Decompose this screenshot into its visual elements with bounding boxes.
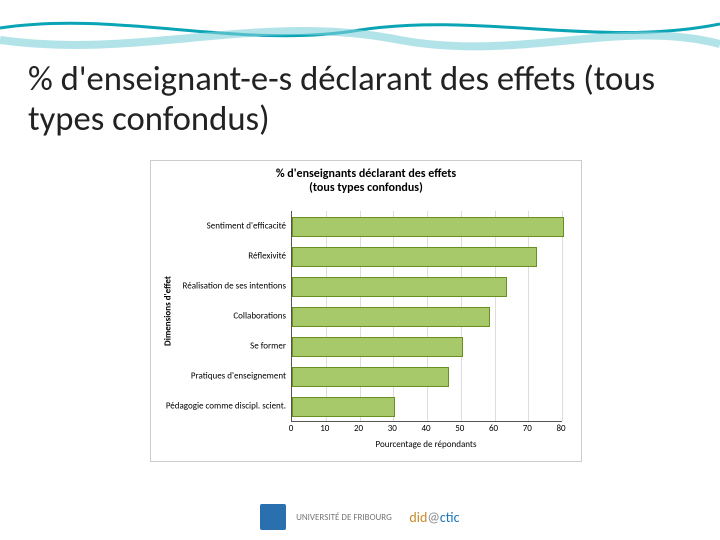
category-label: Collaborations xyxy=(151,311,286,320)
page-title: % d'enseignant-e-s déclarant des effets … xyxy=(28,60,688,140)
didactic-logo: did@ctic xyxy=(409,509,459,526)
university-logo-icon xyxy=(260,504,286,530)
bar xyxy=(292,337,463,357)
plot-area: Sentiment d'efficacité Réflexivité Réalisa… xyxy=(291,211,562,422)
chart-title-line1: % d'enseignants déclarant des effets xyxy=(151,167,581,181)
x-tick: 40 xyxy=(421,423,430,434)
category-label: Sentiment d'efficacité xyxy=(151,221,286,230)
category-label: Pédagogie comme discipl. scient. xyxy=(151,401,286,410)
x-tick: 0 xyxy=(289,423,294,434)
bar-row: Collaborations xyxy=(292,305,562,327)
didactic-part-at: @ xyxy=(427,509,440,526)
x-tick: 80 xyxy=(556,423,565,434)
bar-row: Sentiment d'efficacité xyxy=(292,215,562,237)
x-tick: 20 xyxy=(354,423,363,434)
x-tick: 10 xyxy=(320,423,329,434)
bar xyxy=(292,247,537,267)
category-label: Réflexivité xyxy=(151,251,286,260)
chart-card: % d'enseignants déclarant des effets (to… xyxy=(150,160,582,462)
bar xyxy=(292,367,449,387)
didactic-part-d: did xyxy=(409,509,427,526)
x-tick: 60 xyxy=(489,423,498,434)
x-tick: 30 xyxy=(388,423,397,434)
bar xyxy=(292,397,395,417)
gridline xyxy=(562,211,563,421)
university-logo-text: UNIVERSITÉ DE FRIBOURG xyxy=(296,512,392,523)
category-label: Réalisation de ses intentions xyxy=(151,281,286,290)
category-label: Se former xyxy=(151,341,286,350)
bar-row: Réflexivité xyxy=(292,245,562,267)
category-label: Pratiques d'enseignement xyxy=(151,371,286,380)
x-tick: 50 xyxy=(455,423,464,434)
bar-row: Se former xyxy=(292,335,562,357)
title-line2: types confondus) xyxy=(28,100,688,140)
x-axis-ticks: 01020304050607080 xyxy=(291,423,561,437)
didactic-part-c: ctic xyxy=(440,509,460,526)
bar-row: Réalisation de ses intentions xyxy=(292,275,562,297)
chart-title-line2: (tous types confondus) xyxy=(151,181,581,195)
chart-title: % d'enseignants déclarant des effets (to… xyxy=(151,167,581,195)
x-tick: 70 xyxy=(523,423,532,434)
title-line1: % d'enseignant-e-s déclarant des effets … xyxy=(28,60,688,100)
x-axis-label: Pourcentage de répondants xyxy=(291,439,561,450)
bar-row: Pratiques d'enseignement xyxy=(292,365,562,387)
bar xyxy=(292,217,564,237)
bar xyxy=(292,277,507,297)
bar-row: Pédagogie comme discipl. scient. xyxy=(292,395,562,417)
footer: UNIVERSITÉ DE FRIBOURG did@ctic xyxy=(0,504,720,530)
bar xyxy=(292,307,490,327)
